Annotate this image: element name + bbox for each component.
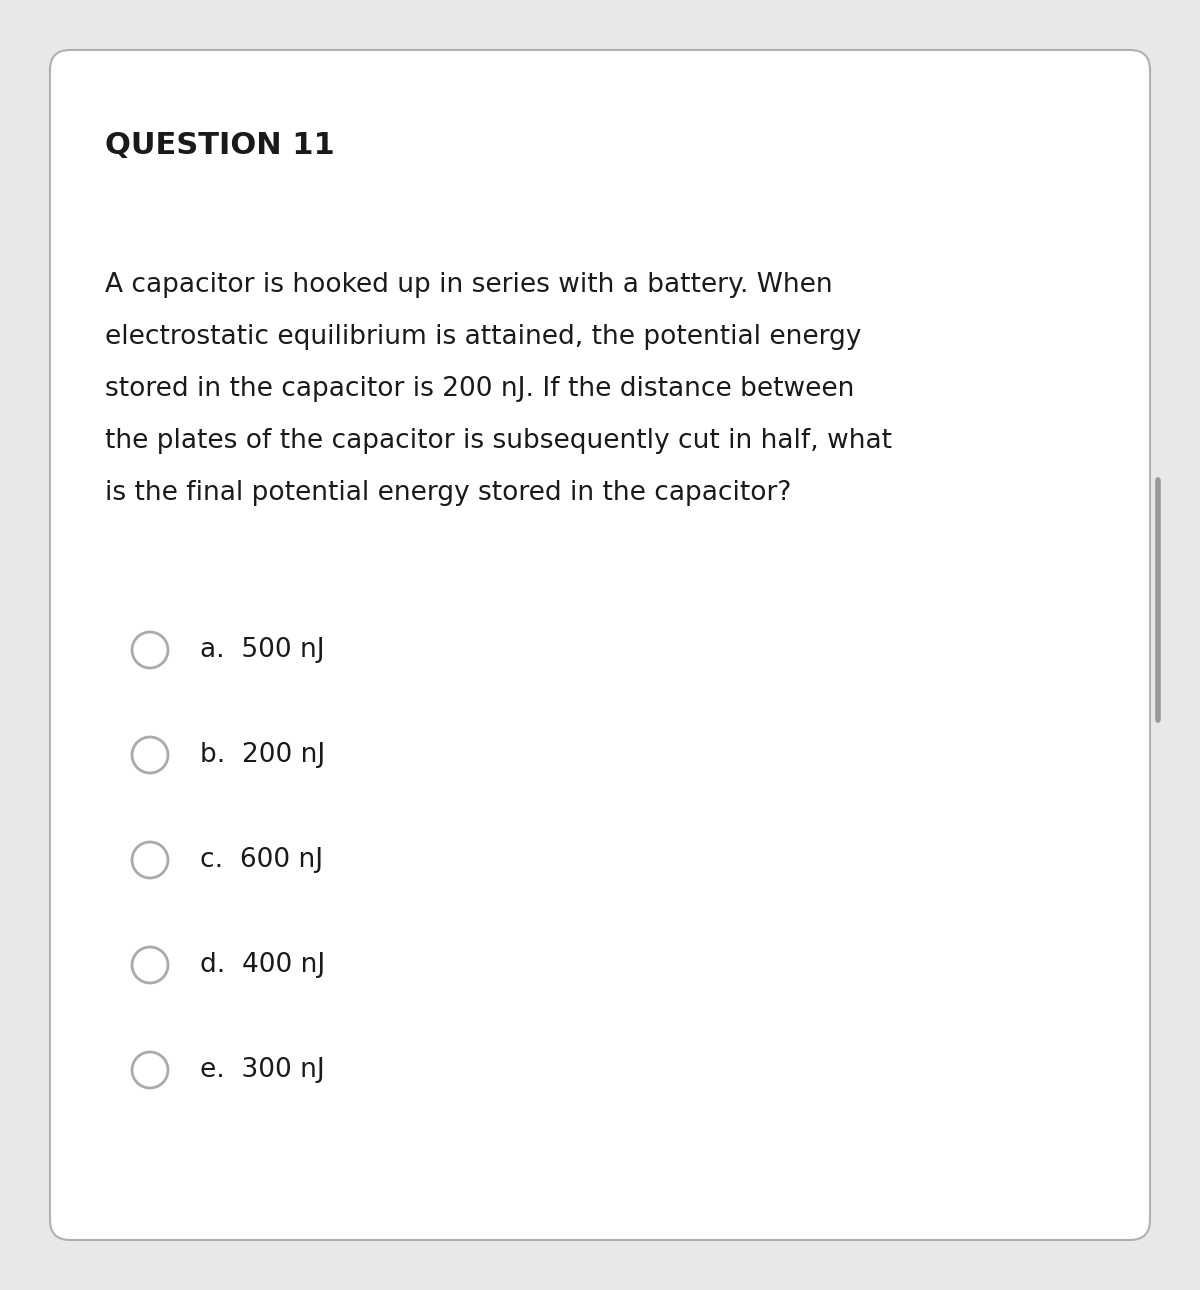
Text: QUESTION 11: QUESTION 11: [106, 130, 335, 160]
Text: the plates of the capacitor is subsequently cut in half, what: the plates of the capacitor is subsequen…: [106, 428, 892, 454]
Text: electrostatic equilibrium is attained, the potential energy: electrostatic equilibrium is attained, t…: [106, 324, 862, 350]
Text: d.  400 nJ: d. 400 nJ: [200, 952, 325, 978]
Text: b.  200 nJ: b. 200 nJ: [200, 742, 325, 768]
Circle shape: [132, 1053, 168, 1087]
Circle shape: [132, 842, 168, 878]
Circle shape: [132, 737, 168, 773]
Circle shape: [132, 632, 168, 668]
Text: e.  300 nJ: e. 300 nJ: [200, 1057, 325, 1084]
Text: a.  500 nJ: a. 500 nJ: [200, 637, 325, 663]
Text: A capacitor is hooked up in series with a battery. When: A capacitor is hooked up in series with …: [106, 272, 833, 298]
Text: is the final potential energy stored in the capacitor?: is the final potential energy stored in …: [106, 480, 791, 506]
Circle shape: [132, 947, 168, 983]
Text: stored in the capacitor is 200 nJ. If the distance between: stored in the capacitor is 200 nJ. If th…: [106, 375, 854, 402]
FancyBboxPatch shape: [50, 50, 1150, 1240]
Text: c.  600 nJ: c. 600 nJ: [200, 848, 323, 873]
